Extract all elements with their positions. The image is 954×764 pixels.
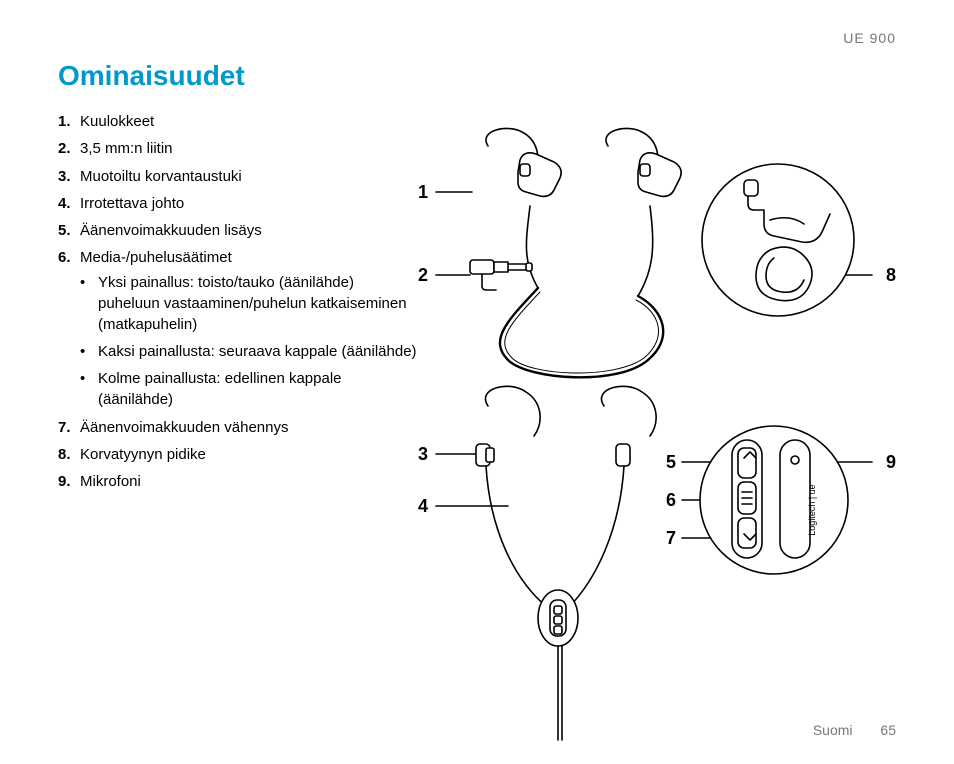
feature-text: Korvatyynyn pidike (80, 443, 418, 466)
feature-text: Media-/puhelusäätimet (80, 246, 418, 269)
feature-text: Irrotettava johto (80, 192, 418, 215)
bullet-icon: • (80, 368, 98, 410)
diagram-column: 1 2 3 4 5 6 7 8 9 (418, 110, 896, 497)
bullet-icon: • (80, 341, 98, 362)
feature-subitem: • Yksi painallus: toisto/tauko (äänilähd… (80, 272, 418, 335)
feature-number: 9. (58, 470, 80, 493)
feature-subitem: • Kolme painallusta: edellinen kappale (… (80, 368, 418, 410)
feature-number: 2. (58, 137, 80, 160)
earphone-diagram: Logitech | ue (418, 110, 888, 750)
feature-item: 3. Muotoiltu korvantaustuki (58, 165, 418, 188)
footer-language: Suomi (813, 722, 853, 738)
feature-item: 2. 3,5 mm:n liitin (58, 137, 418, 160)
feature-number: 4. (58, 192, 80, 215)
feature-text: Äänenvoimakkuuden vähennys (80, 416, 418, 439)
brand-label: Logitech | ue (807, 484, 817, 535)
feature-subtext: Kaksi painallusta: seuraava kappale (ään… (98, 341, 417, 362)
feature-item: 6. Media-/puhelusäätimet • Yksi painallu… (58, 246, 418, 409)
feature-number: 6. (58, 246, 80, 269)
feature-list-column: 1. Kuulokkeet 2. 3,5 mm:n liitin 3. Muot… (58, 110, 418, 497)
page-title: Ominaisuudet (58, 60, 896, 92)
feature-subtext: Yksi painallus: toisto/tauko (äänilähde)… (98, 272, 418, 335)
page-footer: Suomi 65 (813, 722, 896, 738)
feature-number: 8. (58, 443, 80, 466)
feature-text: Muotoiltu korvantaustuki (80, 165, 418, 188)
product-model: UE 900 (843, 30, 896, 46)
feature-number: 7. (58, 416, 80, 439)
footer-page-number: 65 (880, 722, 896, 738)
feature-number: 1. (58, 110, 80, 133)
feature-text: Äänenvoimakkuuden lisäys (80, 219, 418, 242)
feature-item: 4. Irrotettava johto (58, 192, 418, 215)
feature-number: 5. (58, 219, 80, 242)
feature-text: Kuulokkeet (80, 110, 418, 133)
feature-text: Mikrofoni (80, 470, 418, 493)
feature-subtext: Kolme painallusta: edellinen kappale (ää… (98, 368, 418, 410)
feature-number: 3. (58, 165, 80, 188)
feature-sublist: • Yksi painallus: toisto/tauko (äänilähd… (80, 272, 418, 410)
feature-item: 1. Kuulokkeet (58, 110, 418, 133)
feature-text: 3,5 mm:n liitin (80, 137, 418, 160)
bullet-icon: • (80, 272, 98, 335)
feature-item: 8. Korvatyynyn pidike (58, 443, 418, 466)
feature-list: 1. Kuulokkeet 2. 3,5 mm:n liitin 3. Muot… (58, 110, 418, 493)
feature-item: 7. Äänenvoimakkuuden vähennys (58, 416, 418, 439)
feature-item: 5. Äänenvoimakkuuden lisäys (58, 219, 418, 242)
feature-item: 9. Mikrofoni (58, 470, 418, 493)
feature-subitem: • Kaksi painallusta: seuraava kappale (ä… (80, 341, 418, 362)
